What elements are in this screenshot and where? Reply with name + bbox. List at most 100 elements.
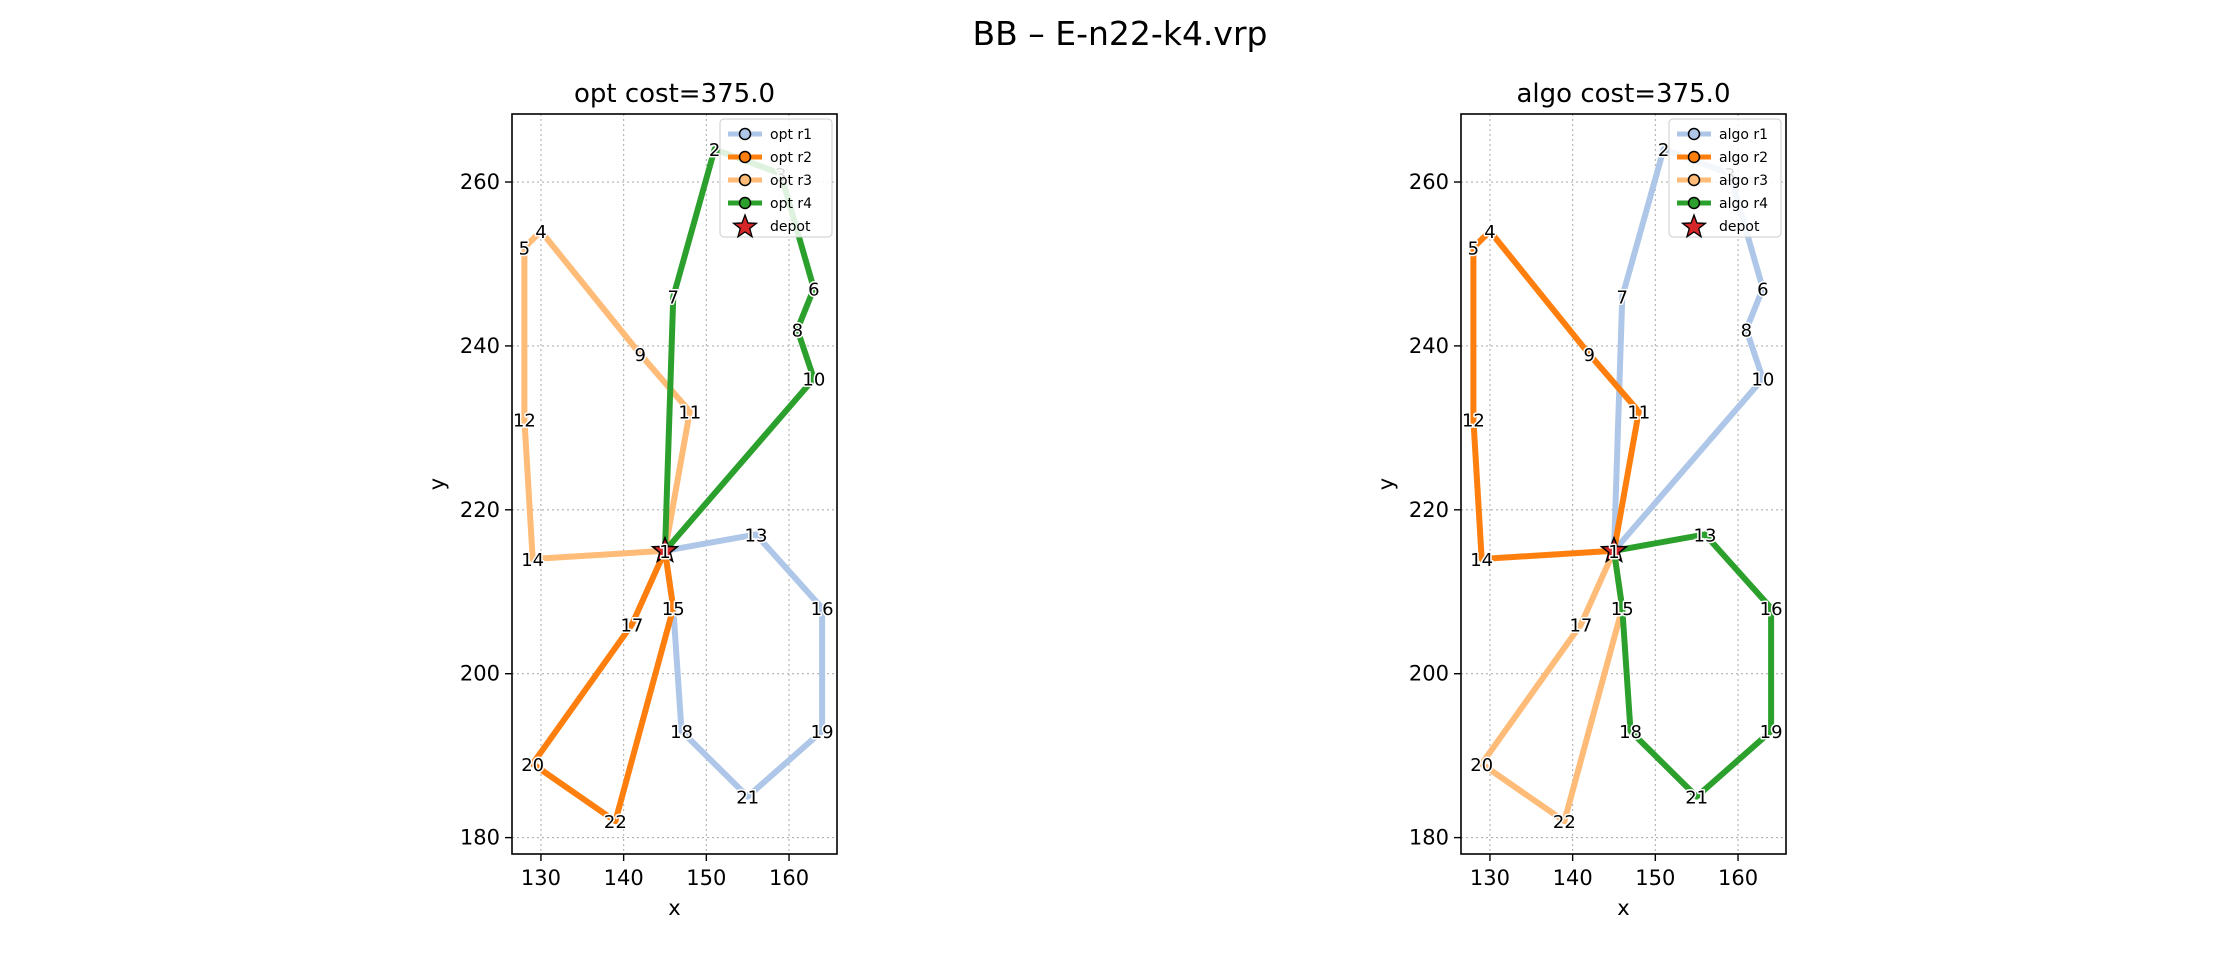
x-tick-label: 150: [1635, 866, 1675, 890]
route-line-r4: [1610, 531, 1775, 800]
y-tick-label: 220: [1409, 498, 1449, 522]
x-tick-label: 160: [1718, 866, 1758, 890]
axes-frame: [1460, 113, 1787, 855]
legend-marker-r1: [738, 127, 752, 141]
legend-marker-r3: [1687, 173, 1701, 187]
legend-label: depot: [770, 219, 811, 235]
x-tick-label: 140: [1553, 866, 1593, 890]
node-label: 8: [1741, 321, 1752, 342]
node-label: 12: [513, 411, 536, 432]
x-tick-label: 160: [769, 866, 809, 890]
node-label: 10: [802, 370, 825, 391]
legend-marker-r2: [1687, 150, 1701, 164]
node-label: 16: [1760, 599, 1783, 620]
node-label: 17: [620, 616, 643, 637]
legend-label: algo r4: [1719, 196, 1768, 212]
y-tick-label: 220: [460, 498, 500, 522]
route-line-r3: [521, 228, 693, 562]
node-label: 21: [736, 788, 759, 809]
legend-depot-star-icon: [1680, 213, 1708, 239]
node-label: 4: [1484, 222, 1495, 243]
legend-label: algo r2: [1719, 150, 1768, 166]
y-tick-label: 240: [460, 334, 500, 358]
legend: algo r1 algo r2 algo r3 algo r4 depot: [1668, 118, 1782, 239]
route-line-r1: [661, 531, 826, 800]
chart-opt: opt cost=375.012345678910111213141516171…: [425, 79, 838, 920]
x-tick-label: 150: [686, 866, 726, 890]
plot-title: algo cost=375.0: [1517, 79, 1731, 109]
x-tick-label: 140: [604, 866, 644, 890]
node-label: 14: [1470, 550, 1493, 571]
plot-title: opt cost=375.0: [574, 79, 775, 109]
figure-title: BB – E-n22-k4.vrp: [973, 14, 1268, 53]
legend-label: opt r3: [770, 173, 812, 189]
y-axis-label: y: [1374, 478, 1398, 490]
node-label: 19: [811, 722, 834, 743]
node-label: 7: [668, 288, 679, 309]
legend-label: algo r1: [1719, 127, 1768, 143]
node-label: 1: [659, 542, 670, 563]
node-label: 9: [1583, 345, 1594, 366]
node-label: 18: [1619, 722, 1642, 743]
axes-frame: [511, 113, 838, 855]
node-label: 2: [709, 140, 720, 161]
node-label: 15: [662, 599, 685, 620]
x-axis-label: x: [668, 896, 680, 920]
node-label: 22: [1553, 812, 1576, 833]
node-label: 13: [745, 525, 768, 546]
x-tick-label: 130: [521, 866, 561, 890]
y-tick-label: 260: [1409, 170, 1449, 194]
node-label: 19: [1760, 722, 1783, 743]
node-label: 5: [519, 239, 530, 260]
node-label: 20: [1470, 755, 1493, 776]
node-label: 6: [808, 280, 819, 301]
route-line-r2: [1470, 228, 1642, 562]
node-label: 16: [811, 599, 834, 620]
node-label: 9: [634, 345, 645, 366]
node-label: 4: [535, 222, 546, 243]
node-label: 13: [1694, 525, 1717, 546]
y-tick-label: 200: [1409, 662, 1449, 686]
node-label: 10: [1751, 370, 1774, 391]
node-label: 21: [1685, 788, 1708, 809]
node-label: 18: [670, 722, 693, 743]
legend-marker-r4: [1687, 196, 1701, 210]
node-label: 2: [1658, 140, 1669, 161]
route-line-r2: [529, 547, 677, 825]
legend-label: algo r3: [1719, 173, 1768, 189]
legend-marker-r4: [738, 196, 752, 210]
node-label: 12: [1462, 411, 1485, 432]
y-tick-label: 240: [1409, 334, 1449, 358]
node-label: 1: [1608, 542, 1619, 563]
legend-marker-r1: [1687, 127, 1701, 141]
node-label: 5: [1468, 239, 1479, 260]
y-axis-label: y: [425, 478, 449, 490]
node-label: 15: [1611, 599, 1634, 620]
depot-star-icon: [1599, 535, 1629, 564]
legend: opt r1 opt r2 opt r3 opt r4 depot: [719, 118, 833, 239]
legend-label: depot: [1719, 219, 1760, 235]
x-tick-label: 130: [1470, 866, 1510, 890]
node-label: 22: [604, 812, 627, 833]
node-label: 6: [1757, 280, 1768, 301]
x-axis-label: x: [1617, 896, 1629, 920]
node-label: 11: [1627, 402, 1650, 423]
node-label: 17: [1569, 616, 1592, 637]
legend-label: opt r2: [770, 150, 812, 166]
node-label: 14: [521, 550, 544, 571]
y-tick-label: 200: [460, 662, 500, 686]
legend-marker-r3: [738, 173, 752, 187]
node-label: 11: [678, 402, 701, 423]
legend-label: opt r4: [770, 196, 812, 212]
y-tick-label: 180: [1409, 826, 1449, 850]
legend-label: opt r1: [770, 127, 812, 143]
legend-depot-star-icon: [731, 213, 759, 239]
node-label: 8: [792, 321, 803, 342]
chart-algo: algo cost=375.01234567891011121314151617…: [1374, 79, 1787, 920]
legend-marker-r2: [738, 150, 752, 164]
node-label: 7: [1617, 288, 1628, 309]
y-tick-label: 260: [460, 170, 500, 194]
node-label: 20: [521, 755, 544, 776]
